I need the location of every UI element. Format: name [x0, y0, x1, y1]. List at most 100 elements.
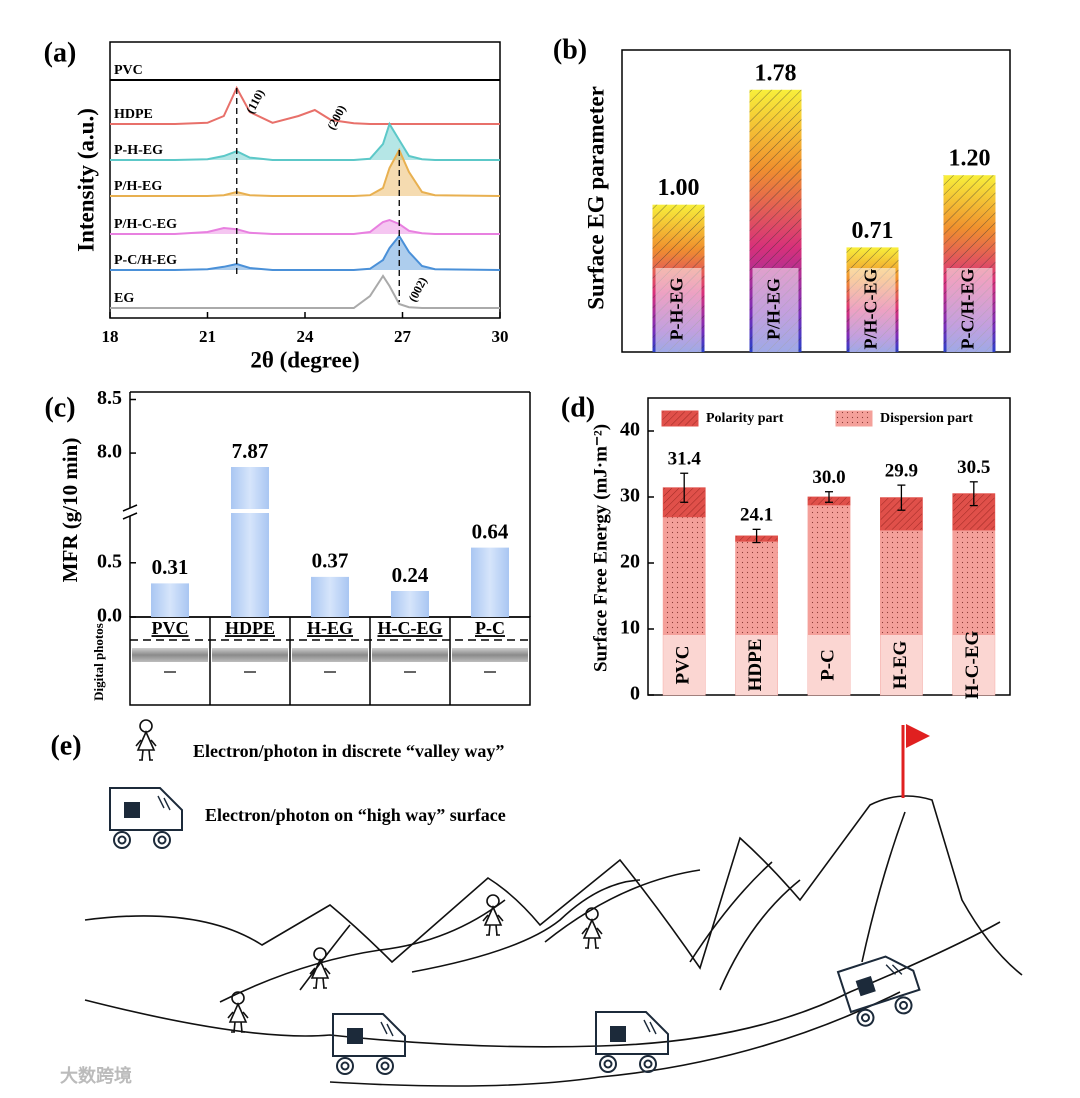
- van-wheel: [117, 835, 127, 845]
- y-tick-label: 40: [620, 419, 640, 441]
- van-wheel: [860, 1013, 870, 1023]
- ruler-photo: [372, 648, 448, 662]
- category-box: [735, 635, 778, 695]
- peak-area: [110, 150, 500, 196]
- series-label: P-C/H-EG: [114, 253, 177, 268]
- van-wheel: [599, 1055, 617, 1073]
- panel-label: (c): [44, 392, 75, 423]
- van-rider: [380, 1021, 394, 1037]
- series-label: HDPE: [114, 107, 153, 122]
- xrd-line: [110, 121, 500, 161]
- category-label: H-EG: [890, 641, 911, 690]
- value-label: 1.78: [755, 60, 797, 86]
- van-body: [595, 1011, 669, 1055]
- van-rider: [643, 1019, 657, 1035]
- category-label: H-EG: [307, 618, 353, 638]
- panel-label: (a): [44, 37, 77, 68]
- legend-swatch: [835, 410, 873, 427]
- y-tick-label: 0: [630, 683, 640, 705]
- y-tick-label: 20: [620, 551, 640, 573]
- van-wheel: [336, 1057, 354, 1075]
- category-label: P/H-C-EG: [861, 269, 881, 350]
- legend-text: Electron/photon in discrete “valley way”: [193, 741, 504, 761]
- series-label: P/H-EG: [114, 179, 162, 194]
- van-wheel: [376, 1057, 394, 1075]
- stick-figure: [135, 719, 157, 761]
- total-label: 30.0: [812, 467, 845, 488]
- bar: [311, 576, 349, 617]
- panel-label: (d): [561, 392, 595, 423]
- category-label: HDPE: [225, 618, 275, 638]
- total-label: 24.1: [740, 505, 773, 526]
- watermark: 大数跨境: [60, 1065, 132, 1086]
- bar: [231, 467, 269, 617]
- van-wheel: [603, 1059, 613, 1069]
- panel-label: (b): [553, 34, 587, 65]
- category-box: [946, 268, 993, 352]
- van-window: [855, 976, 876, 997]
- van-wheel: [340, 1061, 350, 1071]
- category-box: [752, 268, 799, 352]
- van: [332, 1013, 406, 1075]
- van-window: [347, 1028, 363, 1044]
- value-label: 0.71: [852, 218, 894, 244]
- van-body: [836, 955, 921, 1014]
- plot-frame: [621, 49, 1011, 353]
- xrd-line: [110, 274, 500, 309]
- axis-break-mark: [122, 512, 138, 520]
- ruler-photo: [212, 648, 288, 662]
- value-label: 7.87: [232, 439, 269, 463]
- category-label: PVC: [152, 618, 189, 638]
- value-label: 1.00: [658, 175, 700, 201]
- total-label: 29.9: [885, 460, 918, 481]
- van-window: [610, 1026, 626, 1042]
- body: [309, 958, 331, 989]
- panel-label: (e): [50, 730, 81, 761]
- category-box: [808, 635, 850, 695]
- van-wheel: [157, 835, 167, 845]
- y-tick-label: 30: [620, 485, 640, 507]
- peak-annotation: (110): [243, 87, 267, 116]
- series-label: EG: [114, 291, 134, 306]
- y-tick-label: 0.0: [97, 605, 122, 627]
- y-axis-label: MFR (g/10 min): [58, 438, 82, 583]
- category-label: P/H-EG: [764, 278, 784, 340]
- stick-figure: [581, 907, 603, 949]
- xrd-line: [110, 147, 501, 197]
- category-box: [952, 635, 995, 695]
- x-tick-label: 30: [492, 327, 509, 346]
- van-wheel: [899, 1000, 909, 1010]
- bar: [391, 590, 429, 617]
- total-label: 30.5: [957, 457, 990, 478]
- category-label: HDPE: [745, 639, 766, 692]
- y-axis-label: Surface EG parameter: [583, 86, 608, 310]
- axis-break-mark: [122, 504, 138, 512]
- body: [482, 905, 504, 936]
- xrd-line: [110, 234, 501, 271]
- bar: [471, 547, 509, 617]
- stick-figure: [482, 894, 504, 936]
- van-wheel: [639, 1055, 657, 1073]
- total-label: 31.4: [668, 449, 702, 470]
- ruler-photo: [452, 648, 528, 662]
- van-wheel: [113, 831, 131, 849]
- y-axis-label: Intensity (a.u.): [73, 108, 98, 252]
- van-rider: [157, 795, 171, 811]
- bar-break-gap: [230, 509, 270, 513]
- x-tick-label: 27: [394, 327, 412, 346]
- value-label: 0.31: [152, 555, 189, 579]
- van-window: [124, 802, 140, 818]
- peak-area: [110, 124, 500, 160]
- legend-label: Polarity part: [706, 411, 784, 426]
- van: [595, 1011, 669, 1073]
- category-label: H-C-EG: [378, 618, 443, 638]
- van-body: [109, 787, 183, 831]
- legend-label: Dispersion part: [880, 411, 973, 426]
- category-label: P-C: [475, 618, 505, 638]
- y-tick-label: 8.5: [97, 387, 122, 409]
- x-axis-label: 2θ (degree): [250, 347, 359, 372]
- xrd-line: [110, 218, 500, 235]
- photo-label: Digital photos: [91, 623, 106, 701]
- legend-text: Electron/photon on “high way” surface: [205, 805, 506, 825]
- stick-figure: [227, 991, 249, 1033]
